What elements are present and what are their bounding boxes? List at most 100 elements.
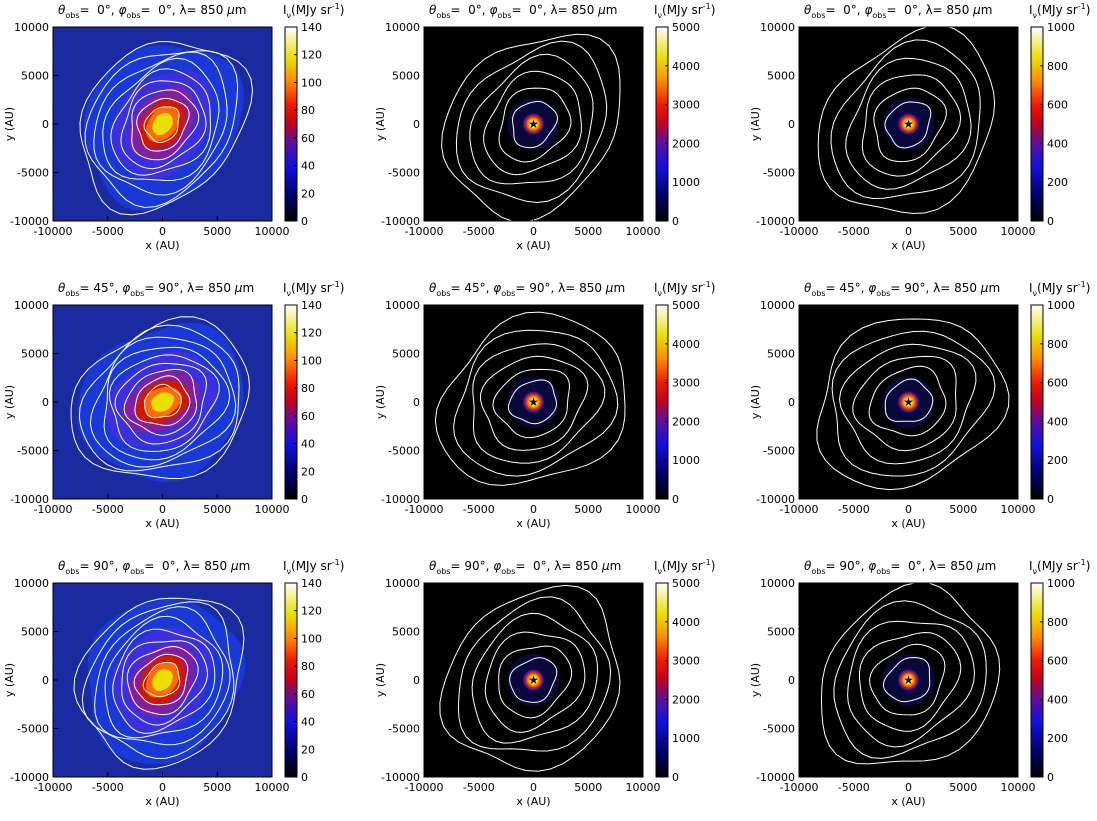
contour-line (492, 368, 571, 439)
x-tick-label: 5000 (203, 781, 231, 794)
y-tick-label: -10000 (381, 215, 420, 228)
y-tick-label: -10000 (10, 215, 49, 228)
contour-line (868, 365, 947, 437)
contour-line (469, 53, 594, 185)
y-tick-label: -10000 (756, 215, 795, 228)
colorbar-tick-label: 4000 (672, 60, 700, 73)
colorbar-tick-label: 0 (672, 771, 679, 784)
contour-line (143, 383, 182, 419)
y-tick-label: 5000 (767, 348, 795, 361)
panel-1: θobs= 0°, φobs= 0°, λ= 850 μm -10000 -5000… (3, 2, 344, 252)
colorbar-tick-label: 600 (1047, 99, 1068, 112)
x-tick-label: 0 (905, 225, 912, 238)
intensity-map: ★ (799, 305, 1018, 499)
x-tick-label: -10000 (780, 225, 819, 238)
contour-line (84, 50, 239, 209)
contour-line (121, 640, 209, 726)
x-tick-label: 0 (905, 503, 912, 516)
colorbar-tick-label: 60 (301, 132, 315, 145)
x-tick-label: 0 (159, 781, 166, 794)
y-tick-label: 0 (42, 118, 49, 131)
colorbar (1030, 582, 1044, 778)
contour-line (441, 33, 621, 221)
colorbar (655, 582, 669, 778)
contour-line (73, 597, 245, 770)
x-tick-label: 5000 (203, 225, 231, 238)
y-tick-label: -10000 (10, 771, 49, 784)
x-axis-label: x (AU) (145, 239, 179, 252)
x-tick-label: -10000 (405, 225, 444, 238)
x-tick-label: 5000 (949, 781, 977, 794)
colorbar-tick-label: 2000 (672, 415, 700, 428)
y-tick-label: -5000 (388, 167, 420, 180)
contour-line (833, 600, 987, 759)
y-tick-label: 0 (413, 674, 420, 687)
contour-line (123, 368, 197, 436)
y-tick-label: -10000 (10, 493, 49, 506)
colorbar-tick-label: 3000 (672, 377, 700, 390)
colorbar-tick-label: 80 (301, 660, 315, 673)
x-tick-label: -5000 (92, 781, 124, 794)
panel-title: θobs= 0°, φobs= 0°, λ= 850 μm (804, 3, 992, 20)
panel-title: θobs= 90°, φobs= 0°, λ= 850 μm (58, 559, 250, 576)
x-tick-label: -10000 (780, 781, 819, 794)
y-tick-label: -10000 (756, 493, 795, 506)
colorbar-tick-label: 0 (672, 215, 679, 228)
contour-line (507, 379, 558, 425)
colorbar-tick-label: 0 (672, 493, 679, 506)
contour-line (439, 584, 621, 772)
y-tick-label: -10000 (381, 493, 420, 506)
star-marker: ★ (528, 673, 539, 687)
y-tick-label: 0 (788, 674, 795, 687)
colorbar-tick-label: 20 (301, 465, 315, 478)
panel-title: θobs= 45°, φobs= 90°, λ= 850 μm (804, 281, 1000, 298)
x-axis-label: x (AU) (145, 795, 179, 808)
contour-line (830, 39, 981, 200)
contour-line (104, 615, 224, 739)
x-tick-label: -5000 (838, 225, 870, 238)
contour-line (70, 316, 251, 479)
colorbar-label: Iν(MJy sr-1) (283, 280, 344, 298)
colorbar-tick-label: 0 (1047, 493, 1054, 506)
contour-line (131, 89, 200, 161)
x-axis-label: x (AU) (891, 517, 925, 530)
x-tick-label: -10000 (34, 503, 73, 516)
x-tick-label: 5000 (574, 781, 602, 794)
contour-line (859, 631, 962, 732)
contour-line (873, 87, 947, 163)
colorbar-tick-label: 60 (301, 688, 315, 701)
y-tick-label: -5000 (763, 445, 795, 458)
x-tick-label: -10000 (405, 503, 444, 516)
colorbar-tick-label: 400 (1047, 415, 1068, 428)
colorbar-tick-label: 40 (301, 160, 315, 173)
colorbar-tick-label: 0 (301, 493, 308, 506)
panel-7: θobs= 90°, φobs= 0°, λ= 850 μm -10000 -500… (3, 558, 344, 808)
contour-line (816, 318, 1010, 491)
colorbar-tick-label: 800 (1047, 60, 1068, 73)
y-tick-label: 5000 (767, 626, 795, 639)
colorbar-tick-label: 800 (1047, 616, 1068, 629)
contour-line (126, 645, 199, 716)
colorbar-tick-label: 0 (301, 771, 308, 784)
colorbar-label: Iν(MJy sr-1) (1029, 280, 1090, 298)
x-tick-label: 10000 (626, 503, 661, 516)
colorbar-tick-label: 400 (1047, 137, 1068, 150)
colorbar-label: Iν(MJy sr-1) (654, 558, 715, 576)
colorbar-tick-label: 5000 (672, 299, 700, 312)
y-tick-label: -10000 (381, 771, 420, 784)
star-marker: ★ (903, 117, 914, 131)
x-axis-label: x (AU) (145, 517, 179, 530)
colorbar-tick-label: 2000 (672, 137, 700, 150)
x-tick-label: 5000 (203, 503, 231, 516)
contour-line (831, 330, 996, 477)
colorbar-tick-label: 5000 (672, 21, 700, 34)
contour-line (869, 643, 946, 716)
y-tick-label: 10000 (760, 299, 795, 312)
colorbar-tick-label: 120 (301, 605, 322, 618)
colorbar-tick-label: 1000 (1047, 21, 1075, 34)
y-tick-label: 0 (42, 396, 49, 409)
intensity-map: ★ (799, 583, 1018, 777)
x-tick-label: -10000 (405, 781, 444, 794)
colorbar-tick-label: 40 (301, 716, 315, 729)
